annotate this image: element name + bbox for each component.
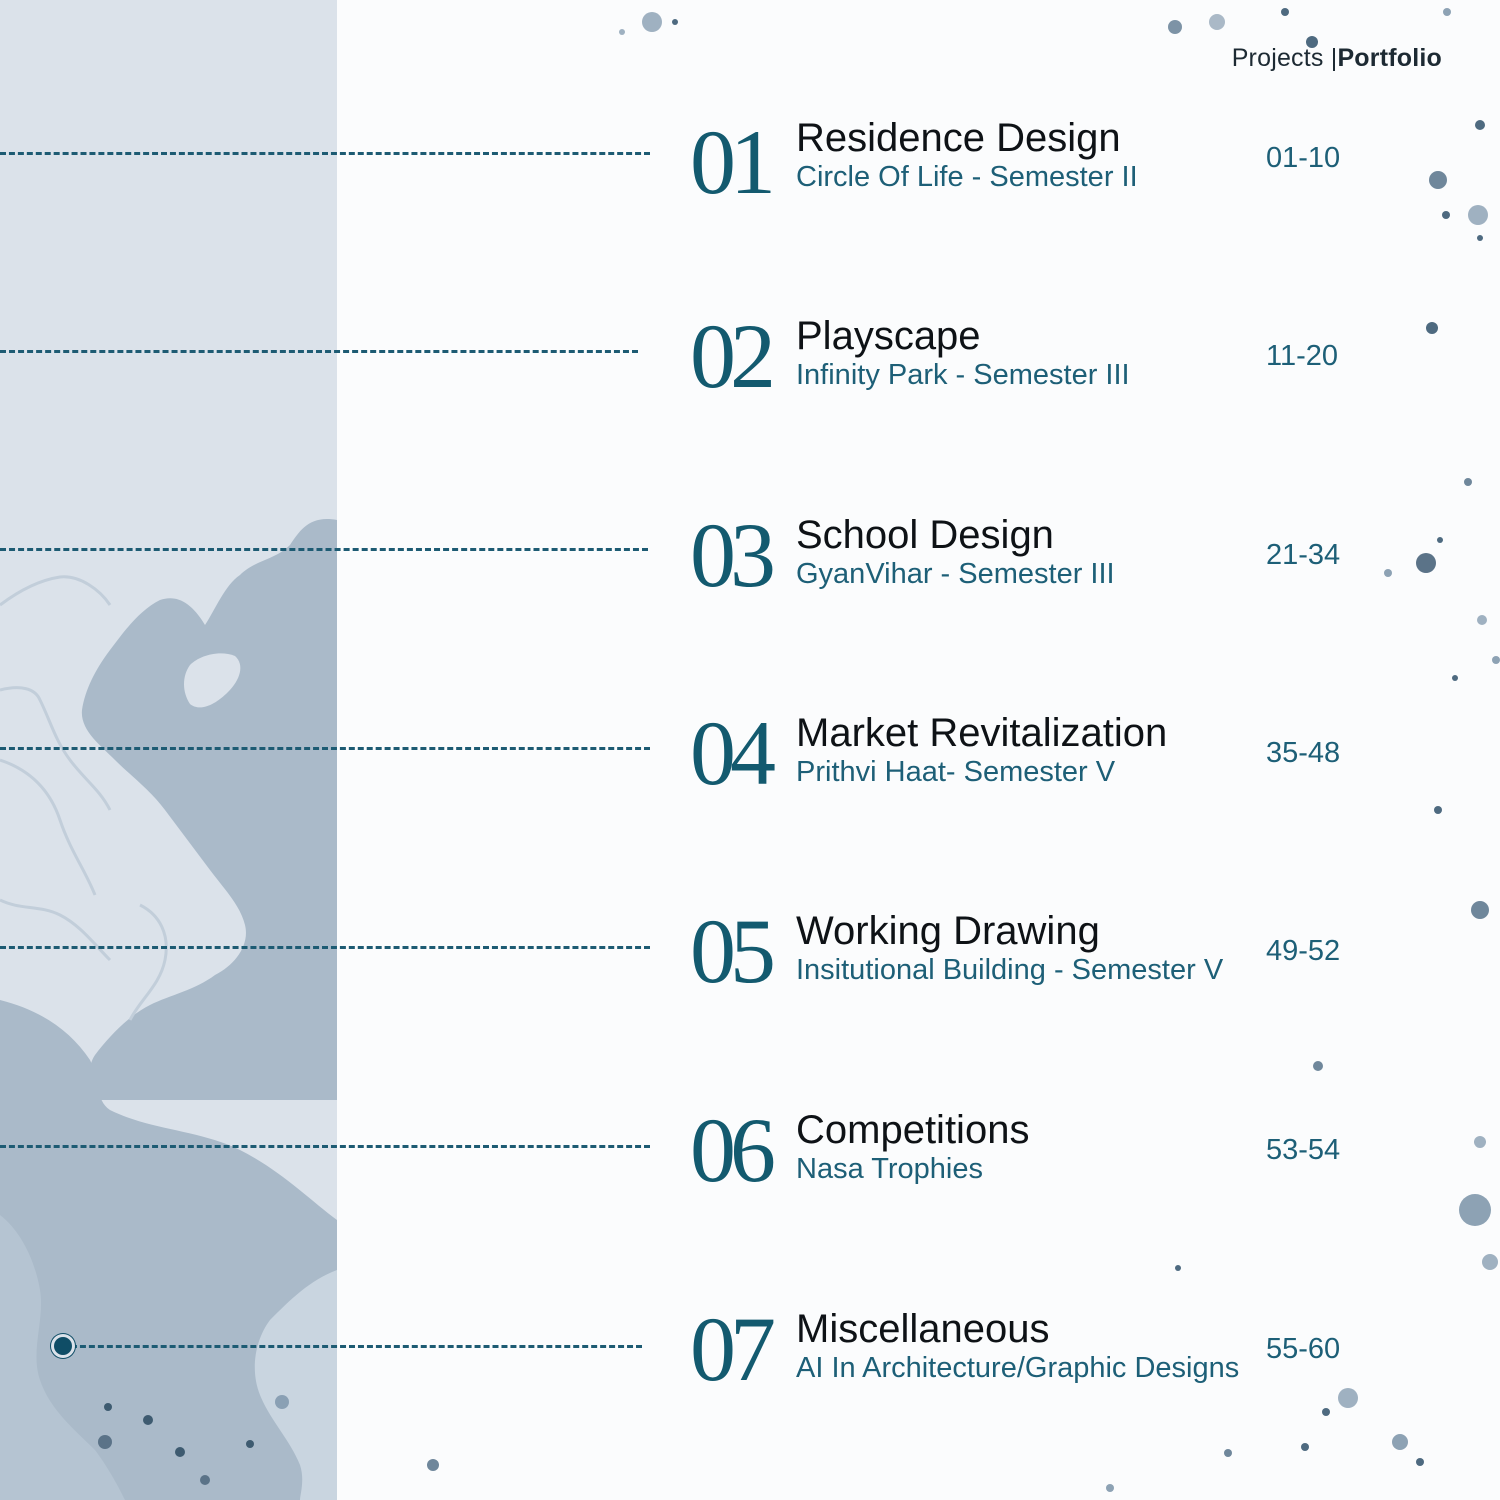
project-row[interactable]: 03 School Design GyanVihar - Semester II…	[0, 509, 1500, 633]
project-subtitle: AI In Architecture/Graphic Designs	[796, 1352, 1240, 1384]
project-pages: 49-52	[1266, 935, 1341, 967]
map-panel	[0, 0, 337, 1500]
project-title: Residence Design	[796, 116, 1121, 160]
project-subtitle: Infinity Park - Semester III	[796, 359, 1130, 391]
header: Projects |Portfolio	[1232, 44, 1442, 73]
project-title: Miscellaneous	[796, 1307, 1050, 1351]
project-number: 04	[690, 702, 776, 804]
project-subtitle: Insitutional Building - Semester V	[796, 954, 1224, 986]
leader-line-07	[62, 1345, 642, 1348]
project-row[interactable]: 04 Market Revitalization Prithvi Haat- S…	[0, 707, 1500, 831]
project-pages: 11-20	[1266, 340, 1339, 372]
project-number: 05	[690, 900, 776, 1002]
project-row[interactable]: 07 Miscellaneous AI In Architecture/Grap…	[0, 1303, 1500, 1427]
project-pages: 55-60	[1266, 1333, 1341, 1365]
project-subtitle: Circle Of Life - Semester II	[796, 161, 1138, 193]
project-number: 06	[690, 1099, 776, 1201]
project-pages: 01-10	[1266, 142, 1341, 174]
leader-line-05	[0, 946, 650, 949]
project-title: Working Drawing	[796, 909, 1100, 953]
header-section: Projects |	[1231, 44, 1338, 72]
project-number: 03	[690, 504, 776, 606]
location-marker	[54, 1337, 72, 1355]
project-row[interactable]: 06 Competitions Nasa Trophies 53-54	[0, 1104, 1500, 1228]
project-number: 01	[690, 111, 776, 213]
leader-line-06	[0, 1145, 650, 1148]
project-pages: 21-34	[1266, 539, 1341, 571]
leader-line-01	[0, 152, 650, 155]
project-title: Market Revitalization	[796, 711, 1168, 755]
project-row[interactable]: 01 Residence Design Circle Of Life - Sem…	[0, 116, 1500, 236]
project-title: Competitions	[796, 1108, 1030, 1152]
project-number: 02	[690, 305, 776, 407]
project-subtitle: Nasa Trophies	[796, 1153, 983, 1185]
project-number: 07	[690, 1298, 776, 1400]
project-title: Playscape	[796, 314, 981, 358]
map-illustration	[0, 519, 337, 1500]
leader-line-02	[0, 350, 638, 353]
project-pages: 53-54	[1266, 1134, 1341, 1166]
header-portfolio: Portfolio	[1337, 44, 1442, 72]
project-subtitle: Prithvi Haat- Semester V	[796, 756, 1116, 788]
leader-line-04	[0, 747, 650, 750]
project-title: School Design	[796, 513, 1054, 557]
project-subtitle: GyanVihar - Semester III	[796, 558, 1115, 590]
project-pages: 35-48	[1266, 737, 1341, 769]
project-row[interactable]: 05 Working Drawing Insitutional Building…	[0, 905, 1500, 1029]
project-row[interactable]: 02 Playscape Infinity Park - Semester II…	[0, 310, 1500, 434]
leader-line-03	[0, 548, 648, 551]
